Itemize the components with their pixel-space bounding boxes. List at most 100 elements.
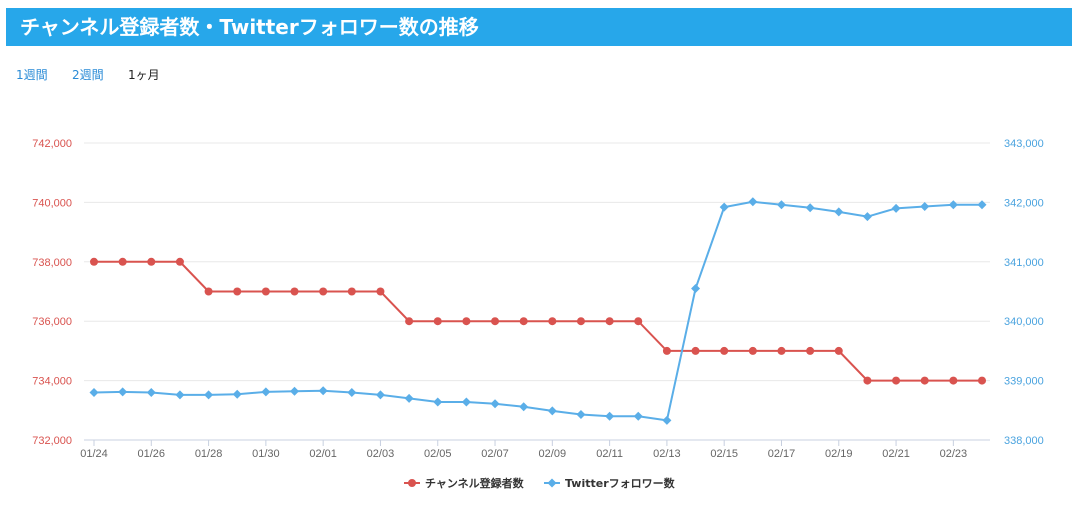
subscriber-point bbox=[376, 287, 385, 296]
subscriber-point bbox=[290, 287, 299, 296]
x-axis-tick-label: 02/13 bbox=[653, 448, 681, 460]
x-axis-tick-label: 02/15 bbox=[710, 448, 738, 460]
subscriber-point bbox=[605, 317, 614, 326]
x-axis-tick-label: 02/07 bbox=[481, 448, 509, 460]
left-axis-tick-label: 740,000 bbox=[32, 197, 72, 209]
x-axis-tick-label: 01/24 bbox=[80, 448, 108, 460]
subscriber-point bbox=[261, 287, 270, 296]
follower-point bbox=[948, 200, 958, 210]
subscriber-point bbox=[519, 317, 528, 326]
x-axis-tick-label: 02/11 bbox=[596, 448, 623, 460]
x-axis-tick-label: 02/05 bbox=[424, 448, 452, 460]
subscriber-point bbox=[491, 317, 500, 326]
follower-point bbox=[175, 390, 185, 400]
follower-point bbox=[232, 389, 242, 399]
subscriber-point bbox=[720, 346, 729, 355]
x-axis-tick-label: 02/01 bbox=[309, 448, 337, 460]
follower-point bbox=[691, 284, 701, 294]
follower-point bbox=[576, 409, 586, 419]
follower-point bbox=[261, 387, 271, 397]
legend-marker bbox=[547, 478, 557, 488]
page-title: チャンネル登録者数・Twitterフォロワー数の推移 bbox=[20, 15, 479, 39]
right-axis-tick-label: 343,000 bbox=[1004, 138, 1044, 150]
left-axis-tick-label: 734,000 bbox=[32, 376, 72, 388]
follower-point bbox=[977, 200, 987, 210]
legend-item-1: チャンネル登録者数 bbox=[425, 476, 525, 490]
x-axis-tick-label: 02/21 bbox=[882, 448, 910, 460]
follower-point bbox=[748, 197, 758, 207]
subscriber-point bbox=[748, 346, 757, 355]
x-axis-tick-label: 02/17 bbox=[768, 448, 796, 460]
left-axis-tick-label: 732,000 bbox=[32, 435, 72, 447]
subscriber-point bbox=[405, 317, 414, 326]
follower-point bbox=[834, 207, 844, 217]
legend-item-2: Twitterフォロワー数 bbox=[565, 476, 676, 490]
follower-point bbox=[404, 393, 414, 403]
subscriber-point bbox=[777, 346, 786, 355]
follower-point bbox=[433, 397, 443, 407]
subscriber-point bbox=[204, 287, 213, 296]
left-axis-tick-label: 738,000 bbox=[32, 257, 72, 269]
tab-1-week[interactable]: 1週間 bbox=[16, 68, 48, 82]
subscriber-point bbox=[920, 376, 929, 385]
follower-point bbox=[519, 402, 529, 412]
subscriber-point bbox=[806, 346, 815, 355]
subscriber-point bbox=[691, 346, 700, 355]
follower-point bbox=[375, 390, 385, 400]
subscriber-point bbox=[548, 317, 557, 326]
right-axis-tick-label: 339,000 bbox=[1004, 376, 1044, 388]
right-axis-tick-label: 342,000 bbox=[1004, 197, 1044, 209]
tab-2-weeks[interactable]: 2週間 bbox=[72, 68, 104, 82]
follower-point bbox=[805, 203, 815, 213]
follower-point bbox=[204, 390, 214, 400]
subscriber-point bbox=[634, 317, 643, 326]
follower-point bbox=[605, 411, 615, 421]
follower-point bbox=[891, 203, 901, 213]
right-axis-tick-label: 341,000 bbox=[1004, 257, 1044, 269]
subscriber-point bbox=[892, 376, 901, 385]
follower-point bbox=[347, 387, 357, 397]
follower-point bbox=[89, 387, 99, 397]
follower-point bbox=[118, 387, 128, 397]
follower-point bbox=[862, 212, 872, 222]
left-axis-tick-label: 742,000 bbox=[32, 138, 72, 150]
right-axis-tick-label: 340,000 bbox=[1004, 316, 1044, 328]
follower-point bbox=[547, 406, 557, 416]
subscriber-point bbox=[319, 287, 328, 296]
follower-point bbox=[776, 200, 786, 210]
subscriber-point bbox=[175, 257, 184, 266]
series-line-1 bbox=[94, 260, 982, 382]
follower-point bbox=[719, 202, 729, 212]
x-axis-tick-label: 02/23 bbox=[940, 448, 968, 460]
x-axis-tick-label: 01/28 bbox=[195, 448, 223, 460]
subscriber-point bbox=[863, 376, 872, 385]
subscriber-point bbox=[576, 317, 585, 326]
x-axis-tick-label: 02/09 bbox=[539, 448, 567, 460]
subscriber-point bbox=[147, 257, 156, 266]
subscriber-point bbox=[118, 257, 127, 266]
x-axis-tick-label: 01/30 bbox=[252, 448, 280, 460]
subscriber-point bbox=[233, 287, 242, 296]
legend-marker bbox=[408, 479, 416, 487]
follower-point bbox=[920, 202, 930, 212]
header-bar: チャンネル登録者数・Twitterフォロワー数の推移 bbox=[6, 8, 1072, 46]
subscriber-point bbox=[347, 287, 356, 296]
subscriber-point bbox=[978, 376, 986, 385]
subscriber-point bbox=[433, 317, 442, 326]
follower-point bbox=[633, 411, 643, 421]
follower-point bbox=[318, 386, 328, 396]
subscriber-point bbox=[662, 346, 671, 355]
follower-point bbox=[146, 387, 156, 397]
tab-1-month[interactable]: 1ヶ月 bbox=[128, 68, 160, 82]
right-axis-tick-label: 338,000 bbox=[1004, 435, 1044, 447]
x-axis-tick-label: 02/19 bbox=[825, 448, 853, 460]
x-axis-tick-label: 01/26 bbox=[138, 448, 166, 460]
follower-point bbox=[662, 415, 672, 425]
x-axis-tick-label: 02/03 bbox=[367, 448, 395, 460]
subscriber-point bbox=[834, 346, 843, 355]
subscriber-point bbox=[90, 257, 98, 266]
follower-point bbox=[461, 397, 471, 407]
series-line-2 bbox=[93, 200, 982, 422]
subscriber-point bbox=[949, 376, 958, 385]
